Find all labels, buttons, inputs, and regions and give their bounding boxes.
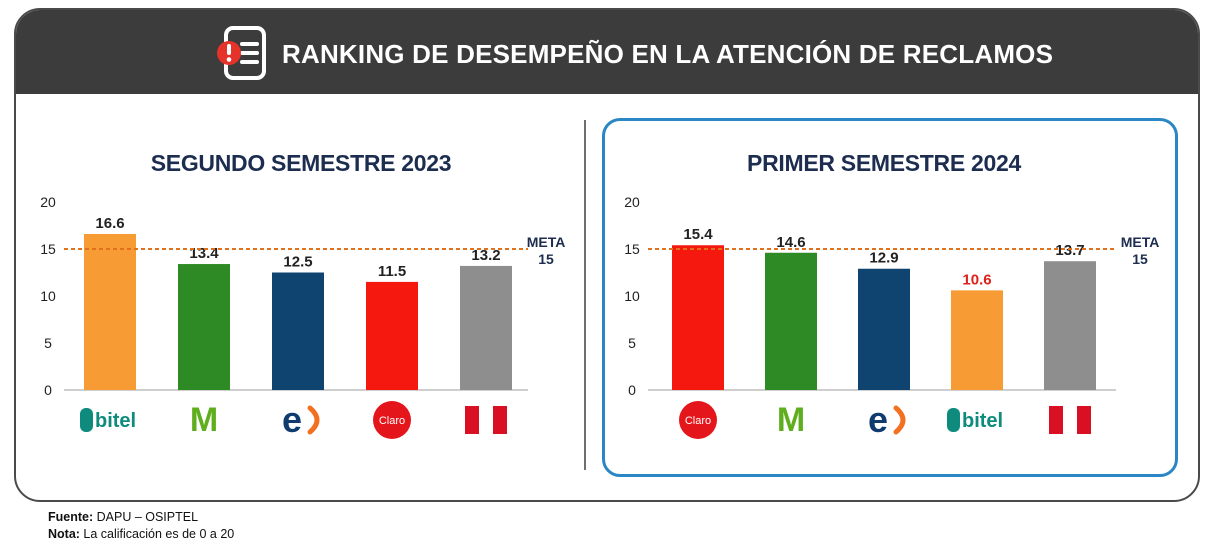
y-tick-label: 10 (624, 288, 640, 304)
bar-bitel (951, 290, 1003, 390)
claro-logo: Claro (373, 401, 411, 439)
panel-divider (584, 120, 586, 470)
claro-logo-circle (373, 401, 411, 439)
meta-label: META (527, 234, 566, 250)
meta-value: 15 (538, 251, 554, 267)
bar-movistar (178, 264, 230, 390)
bitel-logo-mark (947, 408, 960, 432)
bar-entel (858, 268, 910, 390)
report-card: RANKING DE DESEMPEÑO EN LA ATENCIÓN DE R… (14, 8, 1200, 502)
peru-flag-logo (1049, 406, 1091, 434)
chart-2023: 0510152016.6bitel13.4M12.5e11.5Claro13.2… (40, 194, 566, 440)
bar-movistar (765, 252, 817, 390)
document-alert-icon (217, 26, 266, 80)
value-label: 16.6 (95, 215, 124, 232)
y-tick-label: 0 (628, 382, 636, 398)
y-tick-label: 15 (40, 241, 56, 257)
peru-flag-logo (465, 406, 507, 434)
y-tick-label: 5 (628, 335, 636, 351)
note-text: La calificación es de 0 a 20 (79, 527, 235, 541)
entel-logo: e (282, 399, 320, 440)
movistar-logo: M (777, 401, 805, 439)
header-bar: RANKING DE DESEMPEÑO EN LA ATENCIÓN DE R… (16, 10, 1198, 94)
flag-stripe-middle (1063, 406, 1077, 434)
flag-stripe-left (465, 406, 479, 434)
claro-logo-text: Claro (685, 415, 711, 427)
y-tick-label: 5 (44, 335, 52, 351)
entel-logo: e (868, 399, 906, 440)
bar-peru-flag (460, 265, 512, 390)
value-label: 15.4 (683, 226, 713, 243)
source-line: Fuente: DAPU – OSIPTEL (48, 509, 234, 526)
value-label: 11.5 (378, 263, 406, 280)
entel-logo-letter: e (282, 399, 302, 440)
chart-2024: 0 5 10 15 20 15.4 Claro 14.6 M 12.9 e 10.6 bitel 13.7… (624, 194, 1160, 440)
value-label: 13.7 (1055, 242, 1084, 259)
chart-title-2023: SEGUNDO SEMESTRE 2023 (150, 150, 452, 176)
flag-stripe-right (1077, 406, 1091, 434)
meta-value: 15 (1132, 251, 1148, 267)
y-tick-label: 10 (40, 288, 56, 304)
value-label: 13.2 (471, 247, 500, 264)
flag-stripe-middle (479, 406, 493, 434)
entel-logo-arc (307, 405, 320, 435)
bitel-logo-text: bitel (95, 410, 136, 432)
footer-notes: Fuente: DAPU – OSIPTEL Nota: La califica… (48, 509, 234, 543)
meta-label: META (1121, 234, 1160, 250)
bitel-logo-text: bitel (962, 410, 1003, 432)
flag-stripe-left (1049, 406, 1063, 434)
bar-claro (366, 281, 418, 390)
value-label: 12.9 (869, 250, 898, 267)
bar-peru-flag (1044, 261, 1096, 390)
chart-title-2024: PRIMER SEMESTRE 2024 (747, 150, 1021, 176)
highlight-frame (602, 118, 1178, 477)
bitel-logo: bitel (80, 408, 136, 432)
y-tick-label: 15 (624, 241, 640, 257)
claro-logo: Claro (679, 401, 717, 439)
source-label: Fuente: (48, 510, 94, 524)
y-tick-label: 20 (40, 194, 56, 210)
flag-stripe-right (493, 406, 507, 434)
entel-logo-letter: e (868, 399, 888, 440)
bar-entel (272, 272, 324, 390)
source-text: DAPU – OSIPTEL (93, 510, 199, 524)
value-label: 12.5 (283, 254, 312, 271)
bitel-logo: bitel (947, 408, 1003, 432)
claro-logo-circle (679, 401, 717, 439)
bar-claro (672, 245, 724, 390)
movistar-logo: M (190, 401, 218, 439)
y-tick-label: 0 (44, 382, 52, 398)
bitel-logo-mark (80, 408, 93, 432)
claro-logo-text: Claro (379, 415, 405, 427)
value-label: 14.6 (776, 234, 805, 251)
movistar-logo: M (190, 401, 218, 439)
entel-logo-arc (893, 405, 906, 435)
value-label: 10.6 (962, 271, 991, 288)
y-tick-label: 20 (624, 194, 640, 210)
bar-bitel (84, 233, 136, 390)
page-title: RANKING DE DESEMPEÑO EN LA ATENCIÓN DE R… (282, 39, 1054, 69)
movistar-logo: M (777, 401, 805, 439)
note-line: Nota: La calificación es de 0 a 20 (48, 526, 234, 543)
note-label: Nota: (48, 527, 80, 541)
